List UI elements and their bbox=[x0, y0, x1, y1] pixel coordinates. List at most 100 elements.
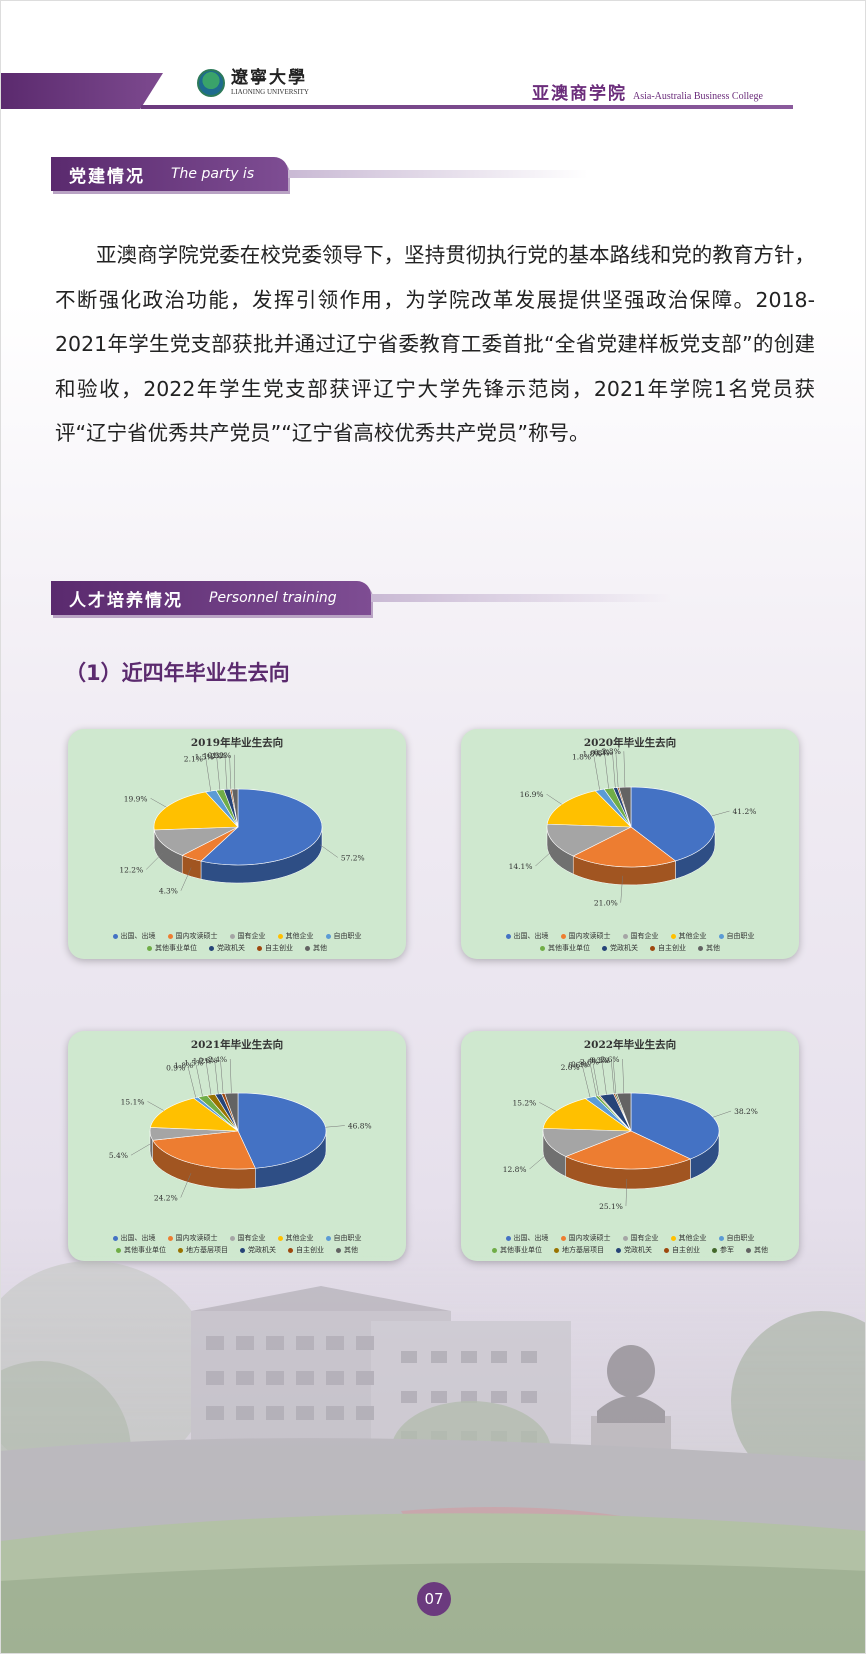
legend-label: 国有企业 bbox=[237, 932, 266, 940]
section-title-cn: 党建情况 bbox=[69, 166, 145, 187]
section-title-cn: 人才培养情况 bbox=[69, 590, 183, 611]
leader-line bbox=[180, 1173, 192, 1198]
legend-label: 其他企业 bbox=[285, 932, 314, 940]
leader-line bbox=[615, 751, 619, 788]
pie-slice bbox=[542, 1128, 632, 1157]
legend-label: 国内攻读硕士 bbox=[568, 932, 611, 940]
legend-item: 出国、出境 bbox=[112, 931, 156, 941]
legend-label: 出国、出境 bbox=[513, 932, 549, 940]
leader-line bbox=[622, 1059, 625, 1094]
data-label: 12.2% bbox=[119, 865, 143, 874]
legend-label: 其他企业 bbox=[678, 932, 707, 940]
data-label: 0.3% bbox=[571, 1060, 590, 1069]
legend-swatch bbox=[746, 1247, 751, 1253]
legend-item: 出国、出境 bbox=[112, 1233, 156, 1243]
legend-swatch bbox=[505, 933, 511, 939]
pie-chart: 41.2% 21.0% 14.1% 16.9% 1.8%1.8%0.8%0.3%2.3% bbox=[509, 747, 757, 908]
legend-swatch bbox=[112, 1235, 118, 1241]
legend-item: 国有企业 bbox=[229, 1233, 266, 1243]
data-label: 0.3% bbox=[208, 751, 227, 760]
legend-label: 党政机关 bbox=[217, 944, 245, 952]
data-label: 41.2% bbox=[733, 807, 757, 816]
legend-item: 自由职业 bbox=[718, 1233, 755, 1243]
legend-label: 党政机关 bbox=[624, 1246, 652, 1254]
legend-label: 其他事业单位 bbox=[548, 944, 590, 952]
legend-label: 地方基层项目 bbox=[186, 1246, 228, 1254]
legend-swatch bbox=[616, 1247, 621, 1253]
data-label: 21.0% bbox=[594, 899, 618, 908]
legend-label: 国内攻读硕士 bbox=[175, 1234, 218, 1242]
legend-swatch bbox=[670, 933, 676, 939]
leader-line bbox=[539, 1102, 556, 1112]
legend-label: 自主创业 bbox=[658, 944, 686, 952]
legend-swatch bbox=[712, 1247, 717, 1253]
data-label: 2.3% bbox=[602, 747, 621, 756]
leader-line bbox=[712, 1110, 732, 1118]
legend-swatch bbox=[147, 945, 152, 951]
pie-slice bbox=[572, 826, 677, 868]
legend-swatch bbox=[178, 1247, 183, 1253]
leader-line bbox=[319, 844, 338, 858]
legend-label: 参军 bbox=[720, 1246, 734, 1254]
leader-line bbox=[601, 1061, 607, 1095]
legend-item: 其他 bbox=[305, 943, 327, 953]
legend-item: 其他 bbox=[746, 1245, 768, 1255]
legend-item: 其他 bbox=[698, 943, 720, 953]
legend-swatch bbox=[560, 1235, 566, 1241]
pie-chart: 38.2%25.1%12.8%15.2%2.0%0.6%0.3%2.6%0.3%… bbox=[503, 1055, 758, 1211]
university-logo: 遼寧大學 LIAONING UNIVERSITY bbox=[197, 69, 309, 97]
chart-title: 2022年毕业生去向 bbox=[583, 1039, 677, 1051]
data-label: 1.2% bbox=[193, 1057, 212, 1066]
legend-item: 国有企业 bbox=[229, 931, 266, 941]
legend-item: 自主创业 bbox=[288, 1245, 324, 1255]
legend-item: 出国、出境 bbox=[505, 1233, 549, 1243]
legend-swatch bbox=[116, 1247, 121, 1253]
data-label: 0.3% bbox=[594, 748, 613, 757]
leader-line bbox=[229, 1058, 232, 1094]
legend-swatch bbox=[718, 933, 724, 939]
chart-legend: 出国、出境 国内攻读硕士 国有企业 其他企业 自由职业其他事业单位 党政机关 自主创业 其他 bbox=[461, 931, 799, 953]
leader-line bbox=[593, 756, 600, 790]
leader-line bbox=[150, 798, 167, 808]
leader-line bbox=[214, 1060, 219, 1094]
data-label: 15.2% bbox=[512, 1098, 536, 1107]
legend-item: 自由职业 bbox=[325, 1233, 362, 1243]
data-label: 1.2% bbox=[203, 751, 222, 760]
data-label: 1.8% bbox=[583, 750, 602, 759]
legend-item: 国内攻读硕士 bbox=[167, 931, 218, 941]
data-label: 38.2% bbox=[734, 1107, 758, 1116]
legend-item: 其他事业单位 bbox=[116, 1245, 166, 1255]
legend-label: 出国、出境 bbox=[120, 1234, 156, 1242]
legend-item: 国内攻读硕士 bbox=[560, 1233, 611, 1243]
data-label: 2.0% bbox=[561, 1063, 580, 1072]
legend-swatch bbox=[650, 945, 655, 951]
leader-line bbox=[529, 1153, 548, 1170]
data-label: 0.6% bbox=[198, 1056, 217, 1065]
leader-line bbox=[234, 754, 236, 790]
chart-legend: 出国、出境 国内攻读硕士 国有企业 其他企业 自由职业 其他事业单位 地方基层项目 党政机关 自… bbox=[461, 1233, 799, 1255]
leader-line bbox=[612, 752, 616, 788]
legend-item: 国有企业 bbox=[622, 931, 659, 941]
legend-swatch bbox=[277, 933, 283, 939]
legend-label: 自主创业 bbox=[296, 1246, 324, 1254]
leader-line bbox=[325, 1125, 345, 1128]
pie-slice bbox=[564, 1130, 692, 1170]
legend-label: 党政机关 bbox=[248, 1246, 276, 1254]
legend-label: 自由职业 bbox=[726, 1234, 755, 1242]
college-name-en: Asia-Australia Business College bbox=[633, 91, 763, 102]
legend-item: 党政机关 bbox=[240, 1245, 276, 1255]
pie-slice bbox=[152, 1130, 256, 1170]
pie-slice bbox=[200, 788, 323, 866]
legend-item: 党政机关 bbox=[602, 943, 638, 953]
legend-label: 国有企业 bbox=[630, 1234, 659, 1242]
legend-swatch bbox=[554, 1247, 559, 1253]
data-label: 0.8% bbox=[590, 748, 609, 757]
legend-swatch bbox=[664, 1247, 669, 1253]
legend-swatch bbox=[325, 1235, 331, 1241]
legend-label: 自由职业 bbox=[726, 932, 755, 940]
legend-label: 国有企业 bbox=[630, 932, 659, 940]
university-name-cn: 遼寧大學 bbox=[231, 68, 307, 88]
legend-label: 其他事业单位 bbox=[500, 1246, 542, 1254]
data-label: 2.4% bbox=[208, 1055, 227, 1064]
